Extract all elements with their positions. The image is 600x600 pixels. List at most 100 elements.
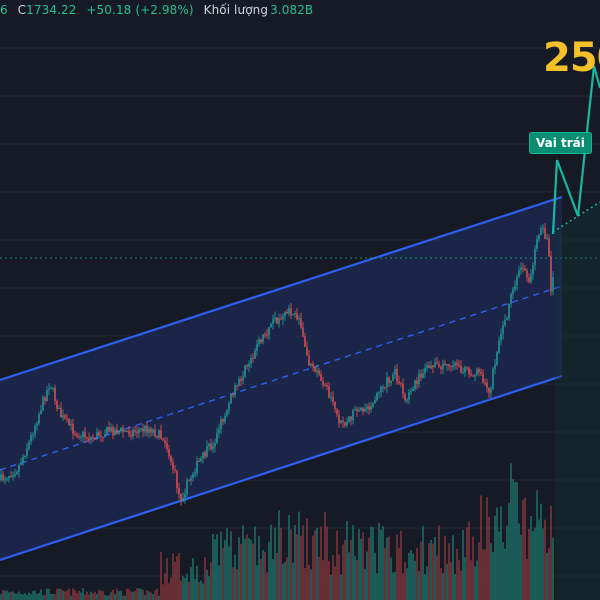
volume-bars [0,463,554,600]
candle-body [484,382,486,384]
candle-body [508,303,510,319]
candle-body [142,428,144,432]
candle-body [76,434,78,437]
volume-bar [86,591,88,600]
volume-bar [24,593,26,600]
volume-bar [264,551,266,600]
volume-bar [176,556,178,600]
candle-body [160,430,162,439]
volume-bar [270,524,272,600]
candle-body [66,418,68,420]
channel-upper-line[interactable] [0,195,563,382]
candle-body [128,430,130,435]
volume-bar [48,588,50,600]
candle-body [254,350,256,359]
candle-body [550,256,552,292]
volume-bar [74,590,76,600]
candle-body [552,277,554,292]
candle-body [522,267,524,269]
candle-body [236,385,238,387]
projection-path[interactable] [551,65,600,235]
candle-body [290,308,292,315]
volume-bar [320,526,322,600]
candle-body [542,227,544,229]
candle-body [268,327,270,335]
candle-body [534,248,536,265]
volume-bar [172,553,174,600]
candle-body [410,390,412,393]
volume-bar [50,594,52,600]
volume-bar [310,569,312,600]
candle-body [176,470,178,488]
candle-body [28,441,30,449]
candle-body [438,363,440,367]
volume-bar [134,590,136,600]
candle-body [304,336,306,347]
candle-body [496,352,498,365]
volume-bar [268,541,270,600]
candle-body [518,270,520,277]
candle-body [218,429,220,433]
candle-body [196,460,198,473]
candle-body [170,456,172,463]
volume-bar [406,568,408,600]
candle-body [202,452,204,459]
candle-body [194,472,196,475]
volume-bar [124,596,126,600]
volume-bar [378,522,380,600]
volume-bar [92,593,94,600]
volume-bar [6,590,8,600]
candle-body [386,377,388,388]
candle-body [436,362,438,364]
volume-bar [336,530,338,600]
volume-bar [222,548,224,600]
candle-body [4,479,6,481]
pattern-badge[interactable]: Vai trái [529,132,592,154]
volume-bar [500,506,502,600]
volume-bar [494,515,496,600]
candle-body [130,434,132,437]
candle-body [314,366,316,372]
candle-body [230,394,232,404]
volume-bar [456,548,458,600]
volume-bar [104,594,106,600]
volume-bar [288,515,290,600]
candle-body [12,475,14,477]
candle-body [434,362,436,368]
candle-body [384,386,386,388]
volume-bar [518,523,520,600]
candle-body [462,372,464,374]
volume-bar [120,590,122,600]
candle-body [426,365,428,368]
volume-bar [108,594,110,600]
volume-bar [78,591,80,600]
volume-bar [472,536,474,600]
candle-body [500,333,502,341]
volume-bar [422,525,424,600]
candle-body [514,285,516,290]
candle-body [414,380,416,389]
volume-bar [234,554,236,600]
candle-body [102,436,104,438]
volume-bar [174,561,176,600]
volume-bar [0,594,2,600]
volume-bar [30,594,32,600]
candle-body [488,387,490,393]
volume-bar [206,570,208,600]
candle-body [368,406,370,410]
channel-lower-line[interactable] [0,374,563,562]
volume-bar [136,588,138,600]
candle-body [466,367,468,369]
volume-bar [216,534,218,600]
volume-bar [158,595,160,600]
candle-body [344,422,346,426]
candle-body [432,365,434,368]
volume-bar [396,534,398,600]
volume-bar [150,592,152,600]
candle-body [234,385,236,396]
candle-body [398,381,400,384]
candle-body [264,334,266,336]
volume-bar [252,543,254,600]
volume-bar [246,534,248,600]
